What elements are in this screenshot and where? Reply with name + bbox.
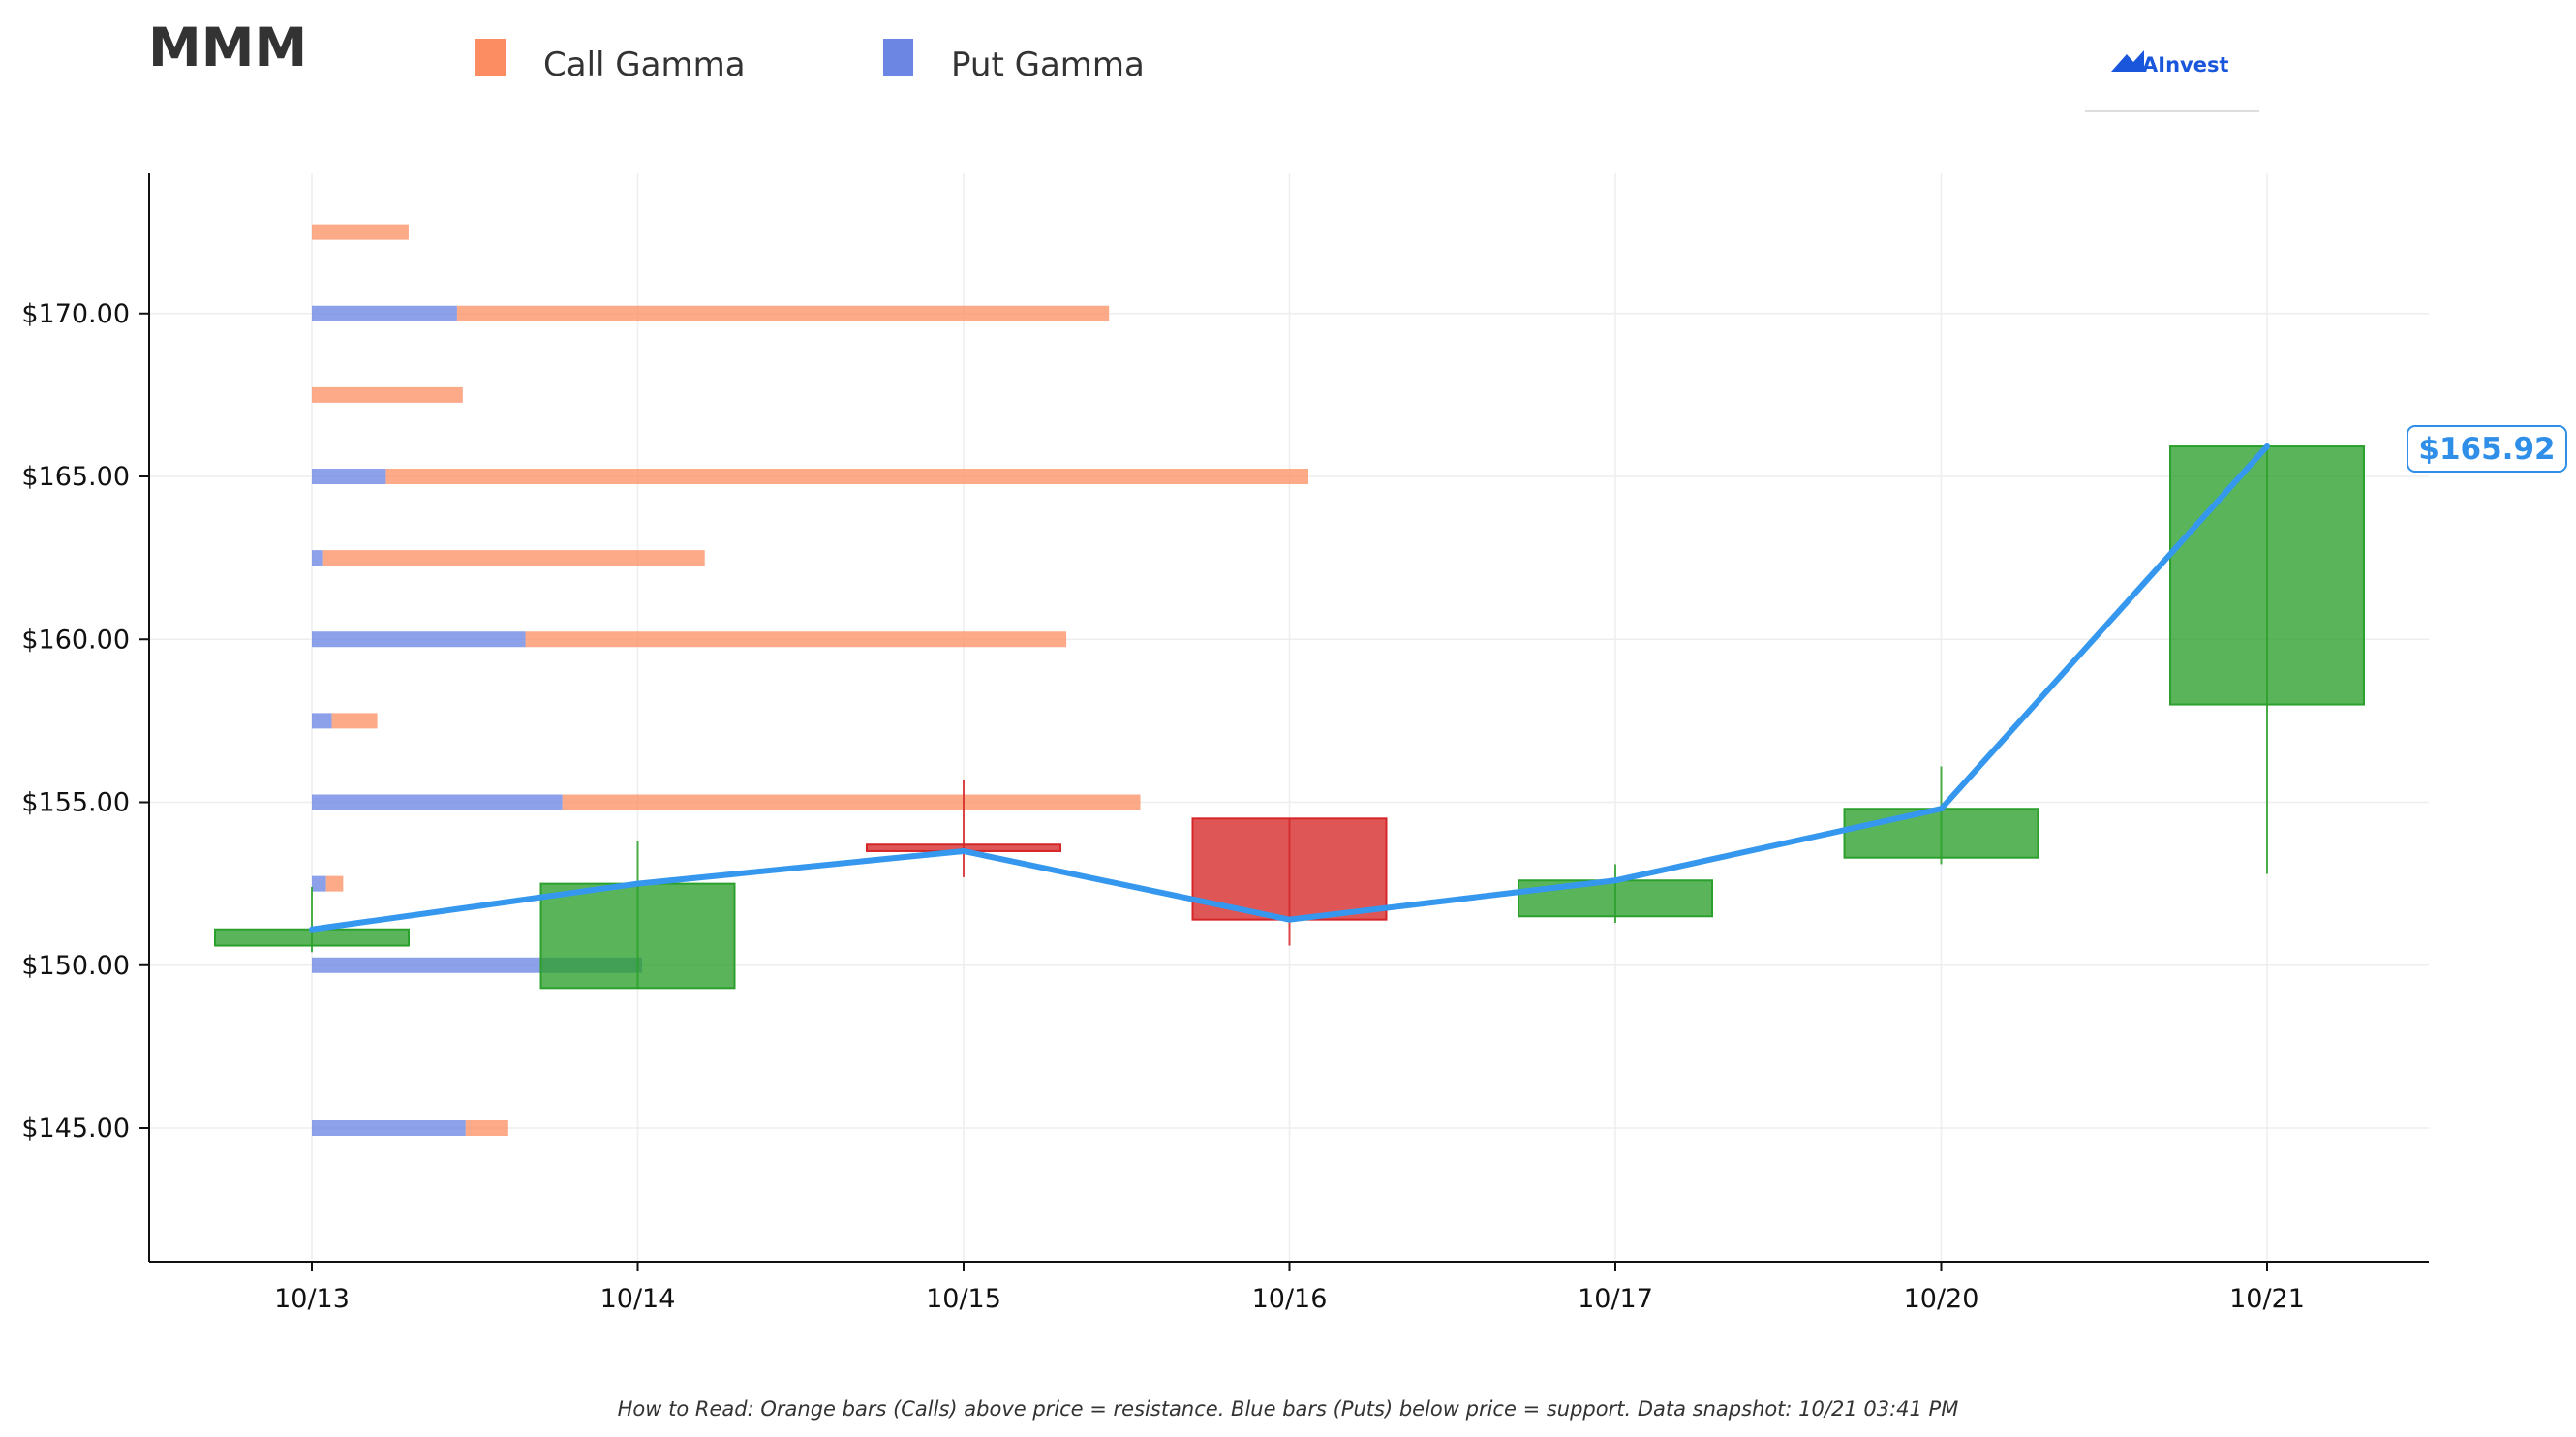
put-gamma-bar xyxy=(312,875,326,892)
x-tick-label: 10/16 xyxy=(1252,1284,1328,1314)
put-gamma-bar xyxy=(312,794,563,810)
close-line-path xyxy=(309,443,2270,933)
call-gamma-bar xyxy=(465,1120,508,1136)
last-price-tag-box xyxy=(2407,425,2567,473)
close-price-line xyxy=(309,443,2270,933)
legend-put-label: Put Gamma xyxy=(951,46,1145,84)
put-gamma-bar xyxy=(312,713,332,729)
x-tick-label: 10/13 xyxy=(274,1284,350,1314)
candle-body xyxy=(2169,445,2365,706)
candlesticks xyxy=(214,443,2365,990)
x-tick-label: 10/15 xyxy=(926,1284,1001,1314)
call-gamma-bar xyxy=(525,631,1067,648)
y-tick-label: $165.00 xyxy=(21,462,130,492)
chart-title: MMM xyxy=(148,16,307,78)
x-tick-label: 10/14 xyxy=(600,1284,676,1314)
y-tick-label: $145.00 xyxy=(21,1114,130,1144)
y-tick-label: $150.00 xyxy=(21,951,130,981)
brand-logo-text: AInvest xyxy=(2142,53,2229,76)
call-gamma-bar xyxy=(562,794,1141,810)
legend: Call Gamma Put Gamma xyxy=(475,39,1145,84)
x-tick-label: 10/21 xyxy=(2229,1284,2305,1314)
call-gamma-bar xyxy=(385,469,1308,484)
candle-body xyxy=(1843,808,2039,859)
grid xyxy=(149,173,2429,1262)
brand-logo-icon xyxy=(2111,50,2144,72)
put-gamma-bar xyxy=(312,469,386,484)
y-axis-ticks: $145.00 $150.00 $155.00 $160.00 $165.00 $170.… xyxy=(21,299,149,1144)
x-tick-label: 10/20 xyxy=(1904,1284,1979,1314)
call-gamma-bar xyxy=(325,875,344,892)
y-tick-label: $155.00 xyxy=(21,788,130,818)
y-tick-label: $170.00 xyxy=(21,299,130,329)
call-gamma-bar xyxy=(312,224,409,240)
last-price-tag-label: $165.92 xyxy=(2418,432,2555,467)
last-price-tag: $165.92 xyxy=(2407,425,2567,473)
candle-body xyxy=(1191,817,1388,921)
call-gamma-bar xyxy=(456,305,1110,321)
legend-call-swatch xyxy=(475,39,506,76)
candle-body xyxy=(539,882,736,990)
legend-put-swatch xyxy=(883,39,913,76)
put-gamma-bar xyxy=(312,305,457,321)
legend-call-label: Call Gamma xyxy=(543,46,746,84)
put-gamma-bar xyxy=(312,631,526,648)
gamma-bars xyxy=(312,224,1308,1136)
put-gamma-bar xyxy=(312,550,323,566)
call-gamma-bar xyxy=(312,386,463,403)
brand-logo: AInvest xyxy=(2085,50,2259,112)
x-axis-ticks: 10/13 10/14 10/15 10/16 10/17 10/20 10/21 xyxy=(274,1262,2305,1314)
call-gamma-bar xyxy=(322,550,705,566)
x-tick-label: 10/17 xyxy=(1578,1284,1653,1314)
y-tick-label: $160.00 xyxy=(21,625,130,655)
call-gamma-bar xyxy=(331,713,378,729)
put-gamma-bar xyxy=(312,1120,466,1136)
footnote: How to Read: Orange bars (Calls) above p… xyxy=(618,1397,1959,1421)
